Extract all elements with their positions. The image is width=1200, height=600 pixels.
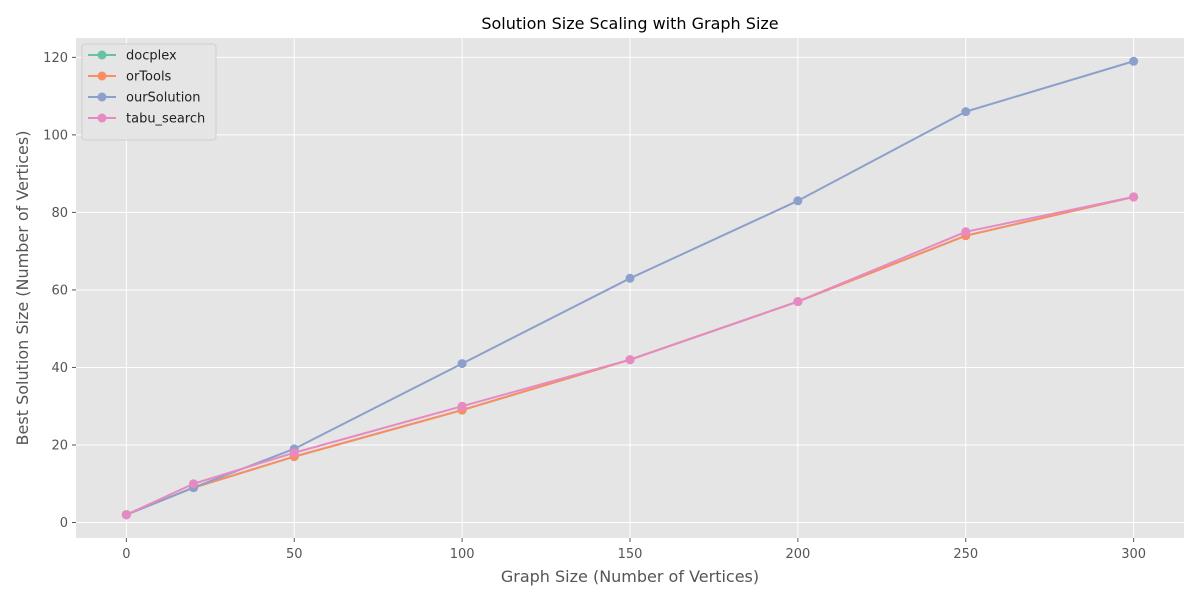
x-tick-label: 100: [450, 547, 475, 562]
data-point-tabu_search: [189, 479, 199, 489]
data-point-tabu_search: [121, 510, 131, 520]
legend-label: ourSolution: [126, 91, 201, 106]
data-point-ourSolution: [457, 359, 467, 369]
data-point-tabu_search: [289, 448, 299, 458]
legend-label: docplex: [126, 49, 177, 64]
legend: docplex orTools ourSolution tabu_search: [81, 43, 217, 141]
x-tick-label: 50: [286, 547, 303, 562]
data-point-tabu_search: [625, 355, 635, 365]
y-axis-label: Best Solution Size (Number of Vertices): [13, 131, 32, 446]
data-point-tabu_search: [1129, 192, 1139, 202]
series-tabu_search: [121, 192, 1139, 520]
x-tick-label: 250: [953, 547, 978, 562]
series-line-tabu_search: [125, 195, 1134, 516]
data-point-tabu_search: [961, 227, 971, 237]
x-tick-label: 0: [122, 547, 130, 562]
x-tick-label: 200: [785, 547, 810, 562]
y-tick-label: 0: [60, 516, 68, 531]
series-layer: [121, 56, 1139, 520]
y-tick-label: 80: [51, 206, 68, 221]
data-point-ourSolution: [625, 273, 635, 283]
series-line-ourSolution: [125, 60, 1134, 516]
y-tick-label: 60: [51, 283, 68, 298]
y-tick-label: 40: [51, 361, 68, 376]
data-point-tabu_search: [793, 297, 803, 307]
series-line-orTools: [125, 195, 1134, 516]
x-axis-label: Graph Size (Number of Vertices): [501, 567, 759, 586]
legend-label: tabu_search: [126, 112, 205, 127]
legend-label: orTools: [126, 70, 172, 85]
y-tick-label: 120: [43, 51, 68, 66]
chart-title: Solution Size Scaling with Graph Size: [481, 14, 778, 33]
legend-swatch-marker: [97, 71, 107, 81]
legend-box: [81, 43, 217, 141]
x-tick-label: 150: [618, 547, 643, 562]
data-point-ourSolution: [961, 107, 971, 117]
y-tick-label: 20: [51, 438, 68, 453]
legend-swatch-marker: [97, 113, 107, 123]
data-point-tabu_search: [457, 401, 467, 411]
y-axis-ticks: 0 20 40 60 80 100 120: [43, 51, 76, 531]
legend-swatch-marker: [97, 50, 107, 60]
grid-lines: [76, 38, 1184, 538]
x-tick-label: 300: [1121, 547, 1146, 562]
data-point-ourSolution: [1129, 56, 1139, 66]
data-point-ourSolution: [793, 196, 803, 206]
legend-swatch-marker: [97, 92, 107, 102]
y-tick-label: 100: [43, 128, 68, 143]
x-axis-ticks: 0 50 100 150 200 250 300: [122, 538, 1146, 562]
